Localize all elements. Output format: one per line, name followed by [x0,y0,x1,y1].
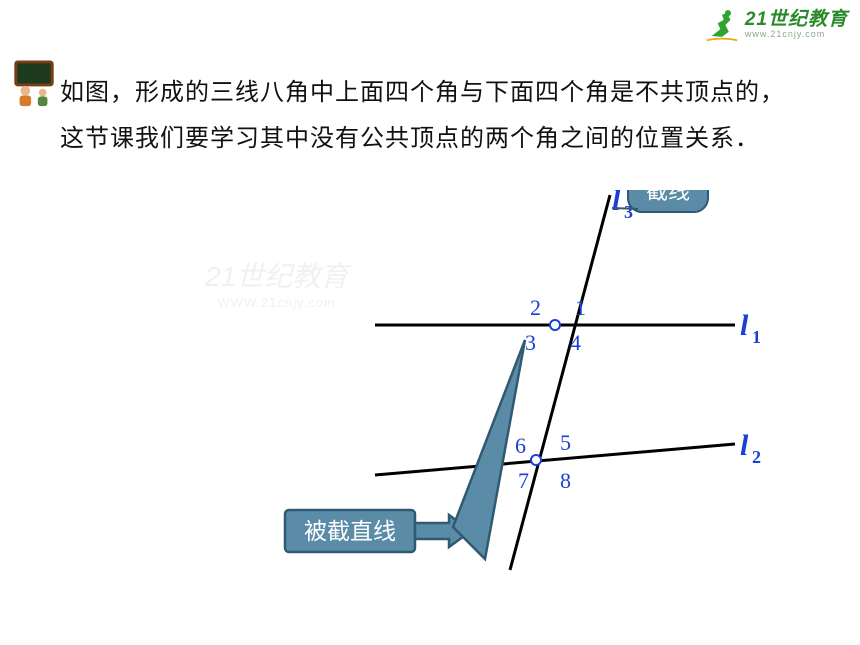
svg-text:2: 2 [752,447,761,467]
line-name-l1: l1 [740,309,761,347]
teacher-icon [10,60,58,108]
callout-cut-line: 截线 [612,190,708,212]
svg-text:l: l [612,190,621,217]
angle-label-8: 8 [560,468,571,493]
intersection-point-2 [531,455,541,465]
lesson-paragraph: 如图，形成的三线八角中上面四个角与下面四个角是不共顶点的，这节课我们要学习其中没… [60,70,790,161]
angle-label-4: 4 [570,330,581,355]
logo-title: 21世纪教育 [745,10,848,30]
logo-url: www.21cnjy.com [745,30,848,39]
svg-text:l: l [740,429,749,462]
angle-label-5: 5 [560,430,571,455]
callout-cutted-line: 被截直线 [285,340,525,559]
svg-text:l: l [740,309,749,342]
intersection-point-1 [550,320,560,330]
angle-label-3: 3 [525,330,536,355]
brand-logo: 21世纪教育 www.21cnjy.com [705,8,848,42]
svg-text:被截直线: 被截直线 [304,518,396,544]
svg-text:截线: 截线 [646,190,690,204]
angle-label-6: 6 [515,433,526,458]
angle-label-7: 7 [518,468,529,493]
angle-label-1: 1 [575,295,586,320]
angle-label-2: 2 [530,295,541,320]
line-l2 [375,444,735,475]
runner-icon [705,8,739,42]
geometry-diagram: 12345678l1l2l3截线被截直线 [180,190,800,610]
line-name-l2: l2 [740,429,761,467]
line-l3 [510,195,610,570]
svg-text:1: 1 [752,327,761,347]
